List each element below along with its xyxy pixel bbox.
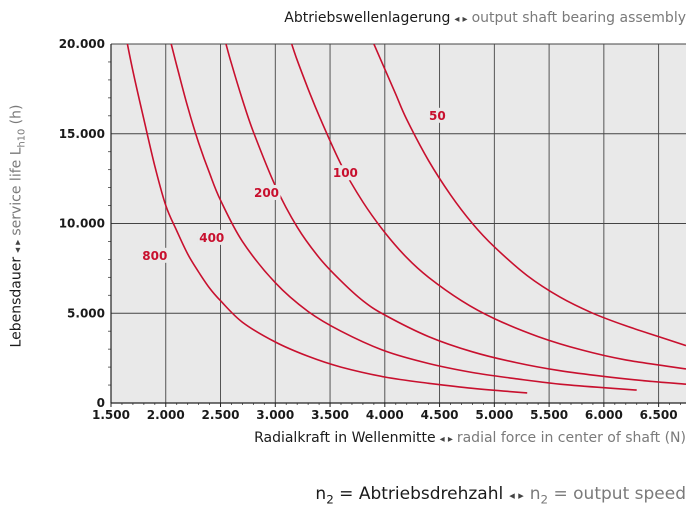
grid-lines	[111, 43, 686, 403]
footnote-en: n2 = output speed	[529, 484, 686, 507]
y-tick-label: 15.000	[59, 127, 105, 141]
x-tick-label: 2.000	[147, 408, 185, 422]
x-tick-label: 6.000	[585, 408, 623, 422]
curve-label-100: 100	[333, 166, 358, 180]
curve-label-bg	[427, 107, 448, 123]
curve-label-50: 50	[429, 109, 446, 123]
x-tick-label: 5.500	[530, 408, 568, 422]
y-tick-label: 0	[97, 396, 105, 410]
x-tick-label: 5.000	[475, 408, 513, 422]
footnote-de: n2 = Abtriebsdrehzahl	[315, 484, 504, 507]
curve-label-400: 400	[199, 231, 224, 245]
x-axis-title: Radialkraft in Wellenmitte ◂ ▸ radial forc…	[254, 430, 686, 446]
curve-400	[170, 44, 637, 391]
curve-label-800: 800	[142, 249, 167, 263]
footnote: n2 = Abtriebsdrehzahl ◂ ▸ n2 = output spee…	[315, 484, 686, 506]
curve-800	[126, 44, 528, 394]
x-tick-label: 3.500	[311, 408, 349, 422]
curve-label-bg	[197, 229, 226, 245]
axes: 1.500 2.000 2.500 3.000 3.500 4.000 4.500 5.000…	[59, 37, 686, 422]
curve-100	[290, 44, 686, 370]
chart-title-en: output shaft bearing assembly	[471, 10, 686, 26]
curve-label-200: 200	[254, 186, 279, 200]
x-axis-title-en: radial force in center of shaft (N)	[456, 430, 686, 446]
x-tick-label: 3.000	[256, 408, 294, 422]
curve-50	[373, 44, 686, 347]
curve-labels: 800 400 200 100 50	[140, 107, 448, 263]
x-tick-label: 1.500	[92, 408, 130, 422]
y-tick-label: 20.000	[59, 37, 105, 51]
y-tick-label: 5.000	[67, 306, 105, 320]
x-tick-label: 2.500	[202, 408, 240, 422]
title-arrows-icon: ◂ ▸	[454, 14, 468, 25]
curve-label-bg	[252, 184, 281, 200]
curve-200	[225, 44, 686, 385]
curves	[126, 44, 686, 394]
x-axis-title-de: Radialkraft in Wellenmitte	[254, 430, 436, 446]
curve-label-bg	[331, 165, 360, 181]
chart-title: Abtriebswellenlagerung ◂ ▸ output shaft be…	[284, 10, 686, 26]
chart-title-de: Abtriebswellenlagerung	[284, 10, 451, 26]
x-tick-label: 4.500	[421, 408, 459, 422]
x-tick-label: 6.500	[640, 408, 678, 422]
x-tick-label: 4.000	[366, 408, 404, 422]
footnote-arrows-icon: ◂ ▸	[509, 489, 524, 502]
x-axis-arrows-icon: ◂ ▸	[439, 434, 453, 445]
curve-label-bg	[140, 247, 169, 263]
y-tick-label: 10.000	[59, 217, 105, 231]
